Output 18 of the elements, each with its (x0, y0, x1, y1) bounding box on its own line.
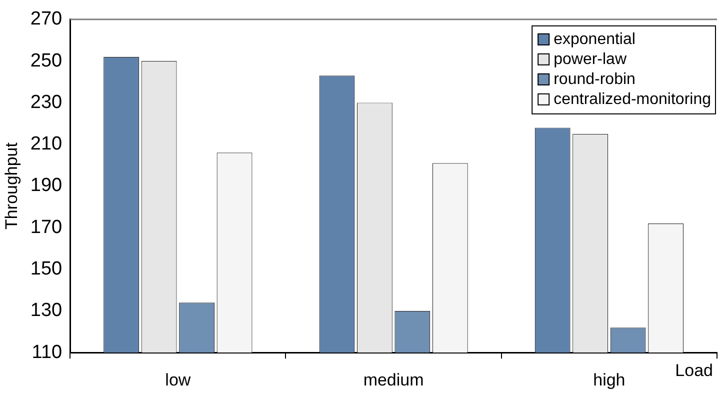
y-tick-label: 190 (30, 175, 62, 196)
y-tick-label: 110 (32, 342, 62, 363)
y-tick-label: 170 (30, 216, 62, 238)
y-axis-title: Throughput (2, 142, 21, 230)
x-axis-title: Load (675, 360, 713, 380)
legend-label: power-law (554, 50, 627, 68)
legend-label: round-robin (554, 70, 636, 88)
y-tick-label: 270 (30, 8, 62, 30)
x-tick-label: high (593, 370, 626, 390)
y-tick-label: 250 (30, 50, 62, 72)
legend-label: centralized-monitoring (554, 90, 711, 108)
x-tick-label: medium (363, 370, 424, 390)
y-tick-label: 230 (30, 92, 62, 113)
legend-label: exponential (554, 30, 636, 48)
y-tick-label: 150 (30, 258, 62, 280)
x-tick-label: low (165, 370, 192, 390)
y-tick-label: 130 (30, 300, 62, 322)
y-tick-label: 210 (30, 134, 62, 155)
